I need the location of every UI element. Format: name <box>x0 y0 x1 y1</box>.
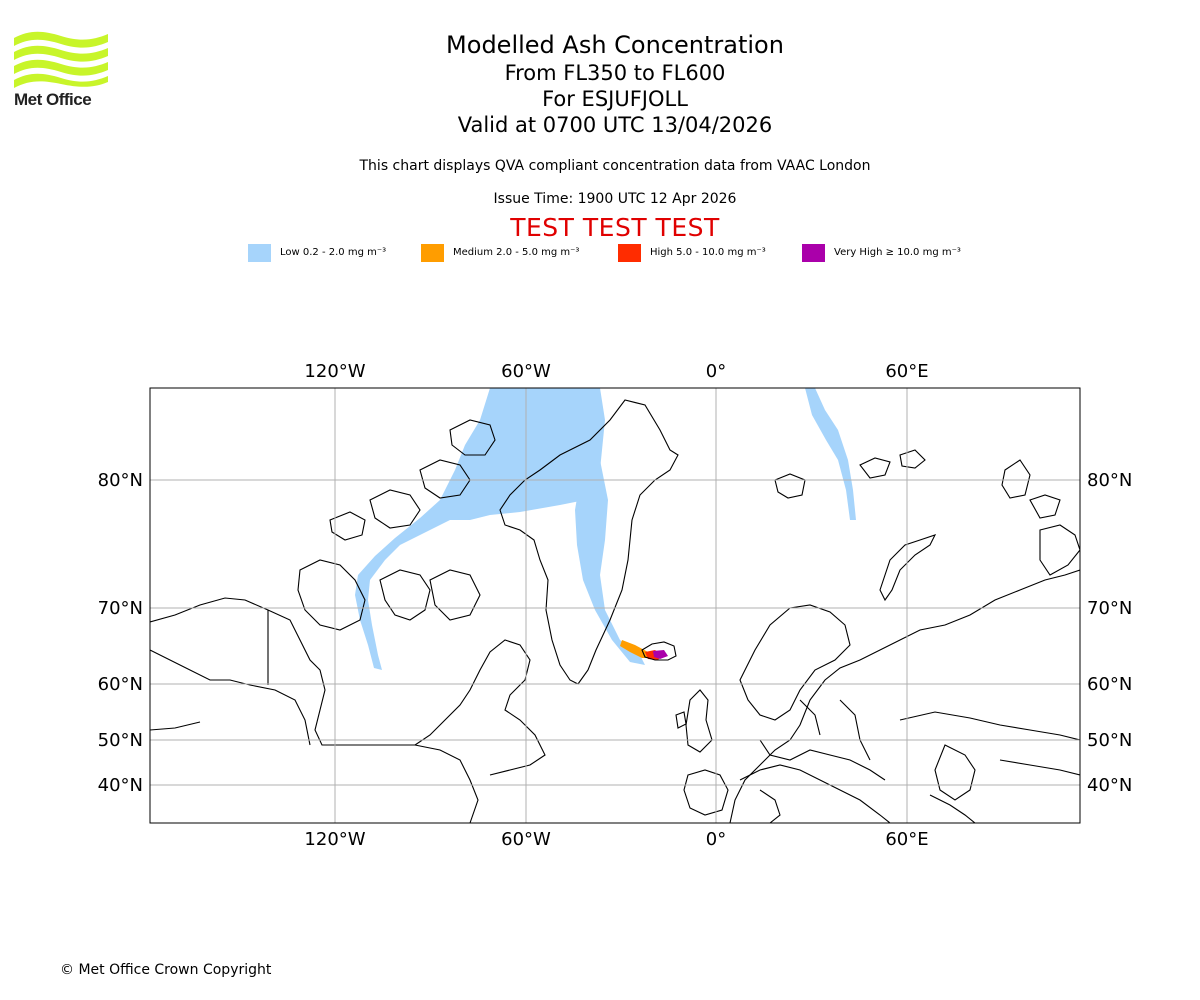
lon-label-0-bottom: 0° <box>706 829 726 850</box>
lat-label-70n-left: 70°N <box>98 598 143 619</box>
map-content <box>150 388 1080 823</box>
issue-time: Issue Time: 1900 UTC 12 Apr 2026 <box>493 191 737 207</box>
lon-label-60e-top: 60°E <box>885 361 928 382</box>
lon-labels-bottom: 120°W 60°W 0° 60°E <box>304 829 928 850</box>
met-office-waves-logo-icon <box>14 31 108 88</box>
lat-label-60n-right: 60°N <box>1087 674 1132 695</box>
copyright-notice: © Met Office Crown Copyright <box>60 962 272 978</box>
valid-time: Valid at 0700 UTC 13/04/2026 <box>457 113 773 137</box>
test-banner: TEST TEST TEST <box>510 213 720 242</box>
lon-labels-top: 120°W 60°W 0° 60°E <box>304 361 928 382</box>
lat-label-80n-right: 80°N <box>1087 470 1132 491</box>
lon-label-120w-bottom: 120°W <box>304 829 365 850</box>
met-office-logo: Met Office <box>14 30 108 112</box>
chart-title: Modelled Ash Concentration <box>446 31 784 59</box>
lat-labels-right: 80°N 70°N 60°N 50°N 40°N <box>1087 470 1132 796</box>
legend-swatch-very-high <box>802 244 825 262</box>
lat-label-40n-right: 40°N <box>1087 775 1132 796</box>
ash-plume-very-high <box>653 650 668 659</box>
lon-label-0-top: 0° <box>706 361 726 382</box>
legend-label-high: High 5.0 - 10.0 mg m⁻³ <box>650 247 766 258</box>
lat-label-50n-right: 50°N <box>1087 730 1132 751</box>
lon-label-120w-top: 120°W <box>304 361 365 382</box>
legend-swatch-medium <box>421 244 444 262</box>
qva-note: This chart displays QVA compliant concen… <box>359 158 871 174</box>
lat-label-70n-right: 70°N <box>1087 598 1132 619</box>
lon-label-60w-top: 60°W <box>501 361 551 382</box>
gridlines <box>150 388 1080 823</box>
lon-label-60e-bottom: 60°E <box>885 829 928 850</box>
lat-label-80n-left: 80°N <box>98 470 143 491</box>
lon-label-60w-bottom: 60°W <box>501 829 551 850</box>
legend-swatch-high <box>618 244 641 262</box>
met-office-logo-text: Met Office <box>14 90 92 109</box>
lat-label-60n-left: 60°N <box>98 674 143 695</box>
map-frame <box>149 387 1081 824</box>
legend-label-medium: Medium 2.0 - 5.0 mg m⁻³ <box>453 247 580 258</box>
lat-label-50n-left: 50°N <box>98 730 143 751</box>
flight-levels: From FL350 to FL600 <box>504 61 726 85</box>
lat-label-40n-left: 40°N <box>98 775 143 796</box>
chart-titles: Modelled Ash Concentration From FL350 to… <box>0 30 1200 138</box>
legend-label-very-high: Very High ≥ 10.0 mg m⁻³ <box>834 247 961 258</box>
volcano-name: For ESJUFJOLL <box>542 87 688 111</box>
legend-label-low: Low 0.2 - 2.0 mg m⁻³ <box>280 247 387 258</box>
coastlines <box>150 399 1080 823</box>
legend-swatch-low <box>248 244 271 262</box>
lat-labels-left: 80°N 70°N 60°N 50°N 40°N <box>98 470 143 796</box>
ash-plume-low <box>355 388 856 670</box>
